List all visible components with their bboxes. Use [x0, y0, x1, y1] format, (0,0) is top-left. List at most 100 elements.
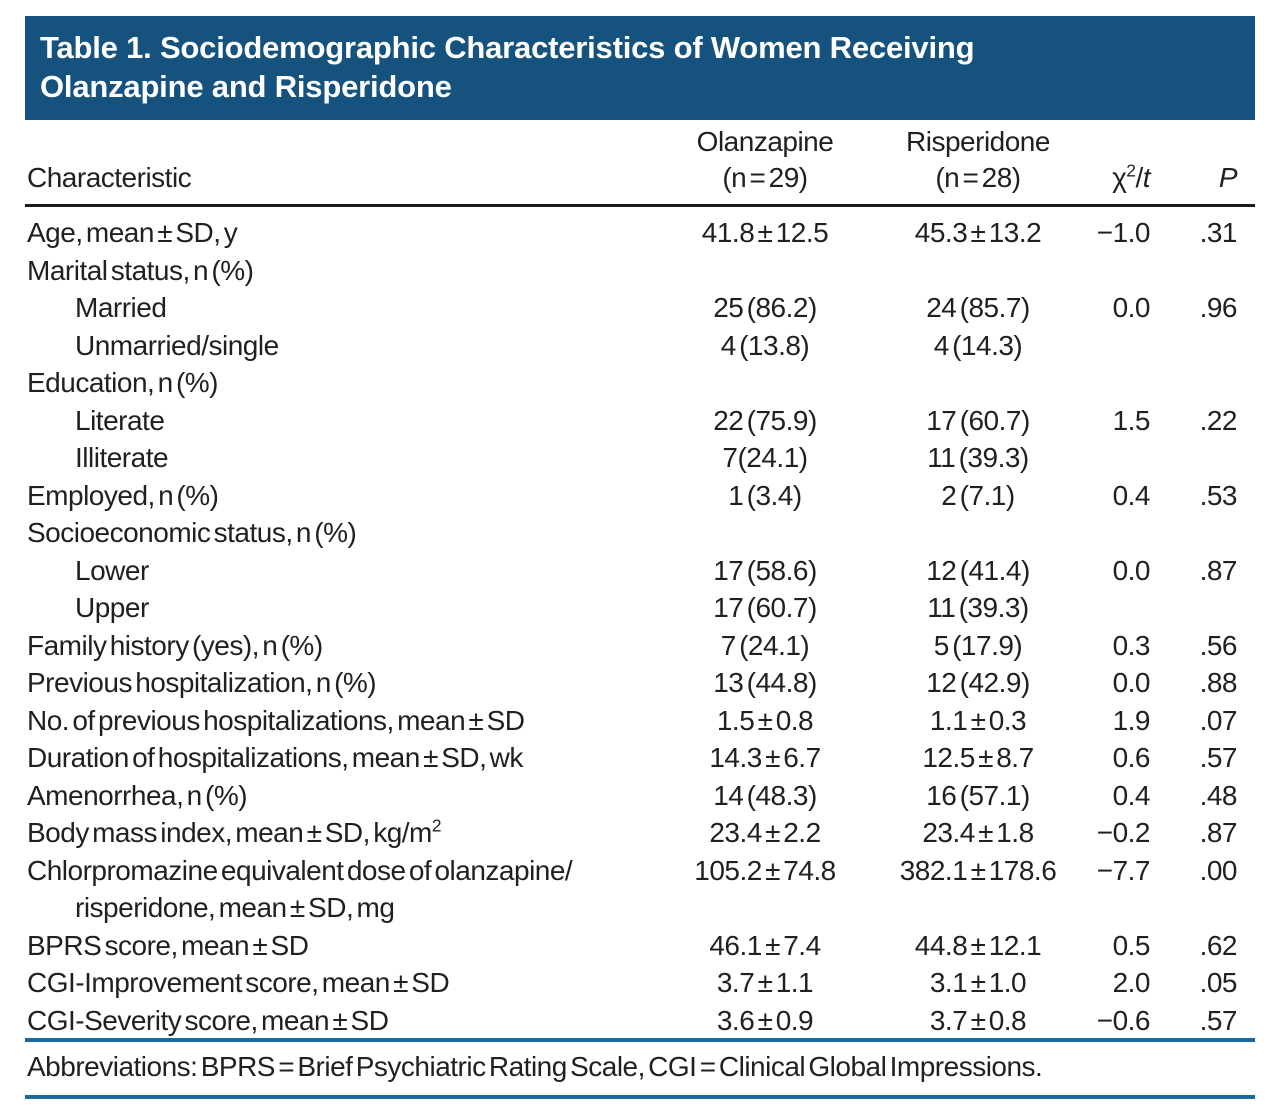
- olanzapine-value: 3.6 ± 0.9: [716, 1004, 814, 1036]
- p-value: .88: [1199, 667, 1238, 698]
- p-value: [1150, 252, 1255, 290]
- p-value: .05: [1199, 967, 1238, 998]
- chi-square-t-value: 0.6: [1112, 742, 1151, 773]
- olanzapine-value: 17 (58.6): [713, 554, 817, 586]
- row-characteristic-label: CGI-Severity score, mean ± SD: [27, 1004, 389, 1036]
- p-value: [1150, 327, 1255, 365]
- table-row: Lower 17 (58.6) 12 (41.4) 0.0 .87: [25, 552, 1255, 590]
- olanzapine-value: 3.7 ± 1.1: [716, 967, 814, 998]
- olanzapine-value: 22 (75.9): [713, 404, 817, 436]
- risperidone-value: 16 (57.1): [926, 779, 1030, 811]
- table-row: BPRS score, mean ± SD 46.1 ± 7.4 44.8 ± …: [25, 927, 1255, 965]
- risperidone-sample-size: (n = 28): [935, 162, 1021, 193]
- table-title-line-2: Olanzapine and Risperidone: [40, 69, 452, 104]
- row-characteristic-label: Amenorrhea, n (%): [27, 779, 248, 811]
- p-value: .62: [1199, 929, 1238, 961]
- risperidone-value: 45.3 ± 13.2: [914, 217, 1042, 248]
- p-value: .87: [1199, 554, 1238, 586]
- p-value: [1150, 514, 1255, 552]
- characteristics-table: Characteristic Olanzapine (n = 29) Rispe…: [25, 124, 1255, 1039]
- row-characteristic-label: CGI-Improvement score, mean ± SD: [27, 967, 450, 998]
- chi-square-t-value: 1.5: [1112, 404, 1151, 436]
- row-characteristic-label: Married: [75, 292, 167, 323]
- row-characteristic-label: Education, n (%): [27, 367, 219, 398]
- table-row: Upper 17 (60.7) 11 (39.3): [25, 589, 1255, 627]
- row-characteristic-label: Employed, n (%): [27, 479, 219, 511]
- risperidone-value: 11 (39.3): [927, 442, 1029, 473]
- chi-square-t-value: [1071, 589, 1150, 627]
- table-body: Age, mean ± SD, y 41.8 ± 12.5 45.3 ± 13.…: [25, 206, 1255, 1040]
- table-row: Education, n (%): [25, 364, 1255, 402]
- table-title-line-1: Table 1. Sociodemographic Characteristic…: [40, 30, 975, 65]
- risperidone-value: 382.1 ± 178.6: [899, 854, 1057, 886]
- chi-square-t-value: −0.6: [1096, 1004, 1151, 1036]
- table-row: Age, mean ± SD, y 41.8 ± 12.5 45.3 ± 13.…: [25, 206, 1255, 252]
- p-value: .00: [1199, 854, 1238, 886]
- risperidone-value: 12 (42.9): [926, 667, 1030, 698]
- p-value: .48: [1199, 779, 1238, 811]
- chi-divider: /: [1135, 162, 1143, 193]
- row-characteristic-label: Socioeconomic status, n (%): [27, 517, 357, 548]
- olanzapine-value: 7 (24.1): [720, 629, 810, 661]
- chi-square-t-value: 0.0: [1112, 554, 1151, 586]
- chi-square-t-value: 0.3: [1112, 629, 1151, 661]
- table-row: Marital status, n (%): [25, 252, 1255, 290]
- row-characteristic-label: Lower: [75, 554, 149, 586]
- olanzapine-value: 17 (60.7): [713, 592, 817, 623]
- table-row: Chlorpromazine equivalent dose of olanza…: [25, 852, 1255, 927]
- t-symbol: t: [1142, 162, 1151, 193]
- chi-square-t-value: 0.5: [1112, 929, 1151, 961]
- olanzapine-drug-name: Olanzapine: [696, 126, 834, 157]
- table-footnote: Abbreviations: BPRS = Brief Psychiatric …: [25, 1038, 1255, 1099]
- risperidone-value: 24 (85.7): [926, 292, 1030, 323]
- p-value: [1150, 439, 1255, 477]
- olanzapine-value: 4 (13.8): [720, 329, 810, 361]
- risperidone-value: 1.1 ± 0.3: [929, 704, 1027, 736]
- olanzapine-value: 1 (3.4): [728, 479, 802, 511]
- table-row: Married 25 (86.2) 24 (85.7) 0.0 .96: [25, 289, 1255, 327]
- row-characteristic-label: Upper: [75, 592, 149, 623]
- risperidone-value: [885, 252, 1071, 290]
- table-row: Duration of hospitalizations, mean ± SD,…: [25, 739, 1255, 777]
- column-header-olanzapine: Olanzapine (n = 29): [645, 124, 885, 207]
- table-row: No. of previous hospitalizations, mean ±…: [25, 702, 1255, 740]
- table-header: Characteristic Olanzapine (n = 29) Rispe…: [25, 124, 1255, 207]
- risperidone-value: 3.1 ± 1.0: [929, 967, 1027, 998]
- olanzapine-value: 25 (86.2): [713, 292, 817, 323]
- p-label: P: [1218, 162, 1238, 193]
- row-characteristic-label: Unmarried/single: [75, 329, 279, 361]
- table-title-bar: Table 1. Sociodemographic Characteristic…: [25, 16, 1255, 120]
- chi-exponent: 2: [1126, 160, 1136, 181]
- olanzapine-value: 41.8 ± 12.5: [701, 217, 829, 248]
- chi-square-t-value: −7.7: [1096, 854, 1151, 886]
- column-header-p-value: P: [1150, 124, 1255, 207]
- olanzapine-sample-size: (n = 29): [722, 162, 808, 193]
- row-characteristic-label: Body mass index, mean ± SD, kg/m2: [27, 815, 442, 848]
- risperidone-value: 11 (39.3): [927, 592, 1029, 623]
- column-header-risperidone: Risperidone (n = 28): [885, 124, 1071, 207]
- chi-square-t-value: [1071, 327, 1150, 365]
- chi-square-t-value: 0.4: [1112, 479, 1151, 511]
- risperidone-value: 12 (41.4): [926, 554, 1030, 586]
- table-row: Literate 22 (75.9) 17 (60.7) 1.5 .22: [25, 402, 1255, 440]
- chi-square-t-value: [1071, 364, 1150, 402]
- p-value: .87: [1199, 817, 1238, 848]
- risperidone-value: 44.8 ± 12.1: [914, 929, 1042, 961]
- p-value: .53: [1199, 479, 1238, 511]
- olanzapine-value: 46.1 ± 7.4: [709, 929, 821, 961]
- row-characteristic-label: Literate: [75, 404, 165, 436]
- chi-square-t-value: 0.4: [1112, 779, 1151, 811]
- table-row: CGI-Improvement score, mean ± SD 3.7 ± 1…: [25, 964, 1255, 1002]
- row-characteristic-label: Illiterate: [75, 442, 169, 473]
- risperidone-value: 23.4 ± 1.8: [922, 817, 1034, 848]
- olanzapine-value: 23.4 ± 2.2: [709, 817, 821, 848]
- table-row: CGI-Severity score, mean ± SD 3.6 ± 0.9 …: [25, 1002, 1255, 1040]
- row-characteristic-label: Age, mean ± SD, y: [27, 217, 238, 248]
- risperidone-value: 3.7 ± 0.8: [929, 1004, 1027, 1036]
- chi-square-t-value: [1071, 439, 1150, 477]
- row-characteristic-label: No. of previous hospitalizations, mean ±…: [27, 704, 525, 736]
- table-row: Family history (yes), n (%) 7 (24.1) 5 (…: [25, 627, 1255, 665]
- row-characteristic-label: BPRS score, mean ± SD: [27, 929, 309, 961]
- table-row: Previous hospitalization, n (%) 13 (44.8…: [25, 664, 1255, 702]
